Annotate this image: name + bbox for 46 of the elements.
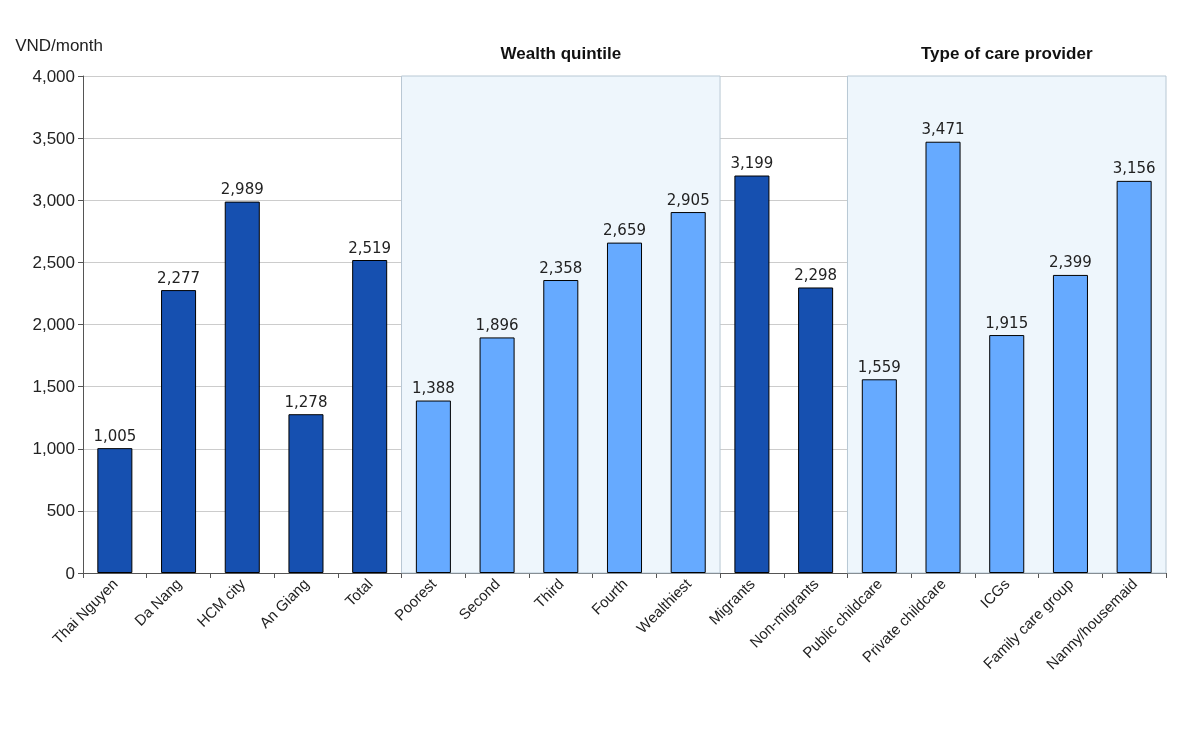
bar xyxy=(734,175,770,573)
bar xyxy=(352,260,388,573)
bar xyxy=(989,335,1025,573)
data-label: 2,659 xyxy=(603,221,646,240)
bar xyxy=(97,448,133,573)
bar xyxy=(288,414,324,573)
y-tick-label: 0 xyxy=(65,563,75,583)
y-tick-label: 1,000 xyxy=(32,439,75,459)
bar xyxy=(1116,180,1152,573)
data-label: 1,559 xyxy=(857,357,901,376)
bar xyxy=(479,337,515,573)
data-label: 3,471 xyxy=(921,120,965,139)
bar xyxy=(670,212,706,573)
y-axis-title: VND/month xyxy=(15,36,103,55)
band-label: Type of care provider xyxy=(920,43,1093,63)
data-label: 2,519 xyxy=(348,238,392,257)
band-label: Wealth quintile xyxy=(500,43,622,63)
bar xyxy=(543,280,579,573)
data-label: 1,005 xyxy=(93,426,137,445)
bar xyxy=(606,242,643,573)
bar xyxy=(415,400,451,573)
bar xyxy=(224,201,260,573)
data-label: 1,388 xyxy=(411,379,455,398)
y-tick-label: 3,500 xyxy=(32,128,75,148)
y-tick-label: 2,000 xyxy=(32,315,75,334)
data-label: 2,399 xyxy=(1048,253,1092,272)
y-tick-label: 4,000 xyxy=(32,66,75,86)
bar xyxy=(161,290,197,573)
data-label: 2,905 xyxy=(666,190,710,209)
data-label: 2,989 xyxy=(220,180,264,199)
y-tick-label: 3,000 xyxy=(32,190,75,210)
y-tick-label: 1,500 xyxy=(32,377,75,397)
data-label: 2,277 xyxy=(157,268,201,287)
y-tick-label: 2,500 xyxy=(32,252,75,272)
bar xyxy=(1052,274,1088,573)
data-label: 2,298 xyxy=(794,265,838,284)
data-label: 1,915 xyxy=(985,313,1029,332)
y-tick-label: 500 xyxy=(46,501,75,521)
data-label: 2,358 xyxy=(539,258,583,277)
bar xyxy=(861,379,897,573)
data-label: 1,896 xyxy=(475,315,519,334)
data-label: 1,278 xyxy=(284,392,328,411)
bar xyxy=(925,141,961,573)
data-label: 3,156 xyxy=(1112,159,1156,178)
data-label: 3,199 xyxy=(730,154,774,173)
bar xyxy=(798,287,834,573)
